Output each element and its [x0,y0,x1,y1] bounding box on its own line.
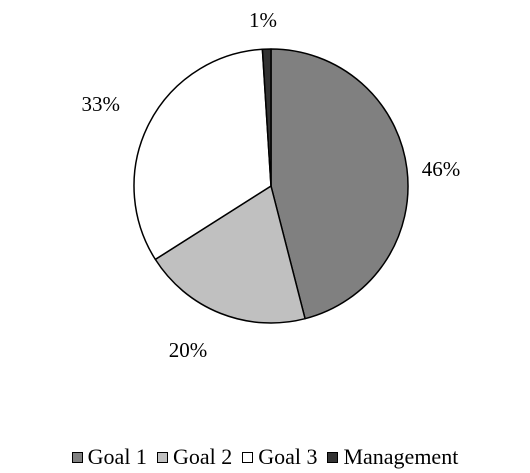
pie-slice-goal-1 [270,48,409,320]
pie-labels: 46% 20% 33% 1% [82,8,461,362]
pie-slice-management [261,48,272,187]
legend-item-goal-2: Goal 2 [156,444,233,470]
slice-label-goal-3: 33% [82,92,121,116]
pie-slices [133,48,409,324]
legend-item-management: Management [327,444,458,470]
legend-label: Goal 3 [258,444,318,469]
legend-item-goal-1: Goal 1 [71,444,147,470]
pie-slice-goal-3 [133,48,272,261]
legend-swatch [156,451,168,463]
chart-legend: Goal 1 Goal 2 Goal 3 Management [0,442,530,472]
legend-swatch [327,451,339,463]
slice-label-goal-2: 20% [169,338,208,362]
legend-swatch [242,451,254,463]
legend-label: Goal 2 [172,444,233,469]
legend-label: Goal 1 [87,444,147,469]
slice-label-goal-1: 46% [422,157,461,181]
slice-label-management: 1% [249,8,277,32]
pie-slice-goal-2 [154,185,306,324]
legend-swatch [71,451,83,463]
legend-item-goal-3: Goal 3 [242,444,317,470]
legend-label: Management [343,444,459,469]
